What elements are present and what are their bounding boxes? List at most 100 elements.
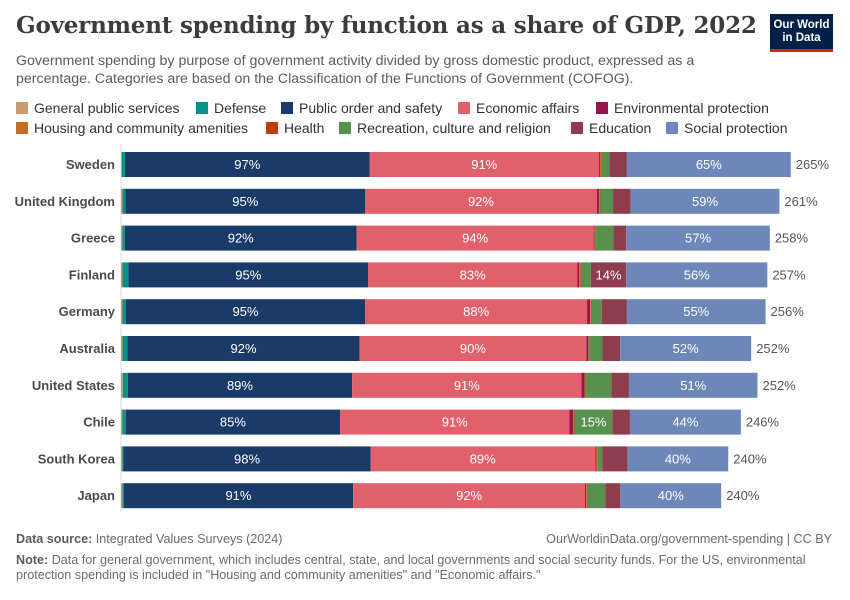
bar-segment-defense-japan[interactable]	[122, 483, 124, 509]
bar-segment-economic-affairs-sweden[interactable]	[369, 152, 599, 177]
bar-segment-education-australia[interactable]	[602, 336, 621, 361]
bar-segment-economic-affairs-chile[interactable]	[340, 409, 570, 435]
bar-segment-health-united-kingdom[interactable]	[599, 188, 601, 214]
bar-segment-housing-and-community-amenities-australia[interactable]	[588, 336, 590, 361]
bar-segment-housing-and-community-amenities-south-korea[interactable]	[595, 446, 597, 472]
bar-segment-general-public-services-germany[interactable]	[121, 299, 123, 325]
source-link[interactable]: Integrated Values Surveys (2024)	[95, 532, 283, 546]
legend-item-defense[interactable]: Defense	[196, 100, 266, 116]
bar-segment-social-protection-south-korea[interactable]	[627, 446, 729, 472]
legend-item-education[interactable]: Education	[571, 120, 651, 136]
bar-segment-environmental-protection-greece[interactable]	[593, 225, 595, 251]
bar-segment-general-public-services-united-kingdom[interactable]	[121, 188, 123, 214]
bar-segment-recreation-culture-and-religion-united-states[interactable]	[586, 372, 612, 398]
bar-segment-environmental-protection-australia[interactable]	[586, 336, 589, 361]
bar-segment-housing-and-community-amenities-united-states[interactable]	[584, 372, 586, 398]
bar-segment-health-australia[interactable]	[589, 336, 590, 361]
bar-segment-environmental-protection-united-states[interactable]	[581, 372, 585, 398]
bar-segment-housing-and-community-amenities-chile[interactable]	[572, 409, 574, 435]
bar-segment-housing-and-community-amenities-united-kingdom[interactable]	[598, 188, 600, 214]
bar-segment-housing-and-community-amenities-japan[interactable]	[586, 483, 587, 509]
legend-item-recreation-culture-and-religion[interactable]: Recreation, culture and religion	[339, 120, 551, 136]
legend-item-health[interactable]: Health	[266, 120, 324, 136]
bar-segment-health-japan[interactable]	[586, 483, 588, 509]
bar-segment-economic-affairs-japan[interactable]	[353, 483, 586, 509]
bar-segment-defense-finland[interactable]	[122, 262, 129, 288]
bar-segment-public-order-and-safety-chile[interactable]	[125, 409, 341, 435]
bar-segment-recreation-culture-and-religion-chile[interactable]	[574, 409, 613, 435]
bar-segment-education-finland[interactable]	[590, 262, 627, 288]
bar-segment-housing-and-community-amenities-sweden[interactable]	[599, 152, 601, 177]
bar-segment-defense-south-korea[interactable]	[122, 446, 124, 472]
bar-segment-general-public-services-sweden[interactable]	[121, 152, 123, 177]
owid-logo[interactable]: Our World in Data	[770, 14, 833, 52]
bar-segment-recreation-culture-and-religion-germany[interactable]	[591, 299, 602, 325]
bar-segment-economic-affairs-south-korea[interactable]	[370, 446, 595, 472]
bar-segment-social-protection-chile[interactable]	[629, 409, 741, 435]
bar-segment-general-public-services-greece[interactable]	[121, 225, 123, 251]
bar-segment-defense-united-states[interactable]	[122, 372, 128, 398]
bar-segment-public-order-and-safety-united-states[interactable]	[127, 372, 353, 398]
bar-segment-general-public-services-japan[interactable]	[121, 483, 123, 509]
bar-segment-recreation-culture-and-religion-united-kingdom[interactable]	[600, 188, 614, 214]
bar-segment-general-public-services-finland[interactable]	[121, 262, 123, 288]
bar-segment-defense-germany[interactable]	[122, 299, 126, 325]
bar-segment-environmental-protection-finland[interactable]	[577, 262, 580, 288]
bar-segment-general-public-services-united-states[interactable]	[121, 372, 123, 398]
bar-segment-economic-affairs-united-kingdom[interactable]	[365, 188, 597, 214]
bar-segment-environmental-protection-south-korea[interactable]	[594, 446, 596, 472]
bar-segment-education-united-states[interactable]	[611, 372, 629, 398]
bar-segment-health-finland[interactable]	[580, 262, 581, 288]
bar-segment-economic-affairs-germany[interactable]	[365, 299, 588, 325]
bar-segment-general-public-services-chile[interactable]	[121, 409, 123, 435]
bar-segment-housing-and-community-amenities-germany[interactable]	[590, 299, 591, 325]
bar-segment-social-protection-sweden[interactable]	[626, 152, 791, 177]
bar-segment-education-united-kingdom[interactable]	[613, 188, 631, 214]
bar-segment-public-order-and-safety-sweden[interactable]	[125, 152, 370, 177]
bar-segment-health-south-korea[interactable]	[596, 446, 598, 472]
bar-segment-defense-australia[interactable]	[122, 336, 128, 361]
legend-item-housing-and-community-amenities[interactable]: Housing and community amenities	[16, 120, 248, 136]
bar-segment-environmental-protection-united-kingdom[interactable]	[596, 188, 599, 214]
legend-item-public-order-and-safety[interactable]: Public order and safety	[281, 100, 442, 116]
bar-segment-recreation-culture-and-religion-sweden[interactable]	[601, 152, 610, 177]
bar-segment-housing-and-community-amenities-greece[interactable]	[594, 225, 596, 251]
bar-segment-social-protection-united-states[interactable]	[628, 372, 758, 398]
bar-segment-environmental-protection-sweden[interactable]	[598, 152, 600, 177]
bar-segment-education-sweden[interactable]	[609, 152, 627, 177]
bar-segment-general-public-services-australia[interactable]	[121, 336, 123, 361]
bar-segment-economic-affairs-australia[interactable]	[359, 336, 587, 361]
bar-segment-public-order-and-safety-greece[interactable]	[124, 225, 357, 251]
bar-segment-education-chile[interactable]	[612, 409, 630, 435]
bar-segment-health-greece[interactable]	[595, 225, 596, 251]
chart-url[interactable]: OurWorldinData.org/government-spending |…	[546, 532, 832, 546]
bar-segment-public-order-and-safety-finland[interactable]	[128, 262, 369, 288]
bar-segment-health-united-states[interactable]	[585, 372, 587, 398]
bar-segment-housing-and-community-amenities-finland[interactable]	[579, 262, 581, 288]
bar-segment-social-protection-australia[interactable]	[620, 336, 752, 361]
bar-segment-recreation-culture-and-religion-australia[interactable]	[589, 336, 603, 361]
bar-segment-social-protection-germany[interactable]	[626, 299, 766, 325]
bar-segment-health-germany[interactable]	[590, 299, 592, 325]
bar-segment-public-order-and-safety-united-kingdom[interactable]	[125, 188, 366, 214]
bar-segment-economic-affairs-finland[interactable]	[368, 262, 578, 288]
bar-segment-education-germany[interactable]	[601, 299, 627, 325]
bar-segment-social-protection-greece[interactable]	[626, 225, 770, 251]
bar-segment-recreation-culture-and-religion-greece[interactable]	[595, 225, 614, 251]
legend-item-environmental-protection[interactable]: Environmental protection	[596, 100, 769, 116]
bar-segment-social-protection-united-kingdom[interactable]	[630, 188, 780, 214]
legend-item-economic-affairs[interactable]: Economic affairs	[458, 100, 579, 116]
bar-segment-defense-united-kingdom[interactable]	[122, 188, 126, 214]
legend-item-general-public-services[interactable]: General public services	[16, 100, 180, 116]
bar-segment-recreation-culture-and-religion-south-korea[interactable]	[597, 446, 603, 472]
bar-segment-recreation-culture-and-religion-finland[interactable]	[580, 262, 591, 288]
bar-segment-environmental-protection-japan[interactable]	[585, 483, 587, 509]
bar-segment-defense-greece[interactable]	[122, 225, 125, 251]
bar-segment-environmental-protection-chile[interactable]	[569, 409, 573, 435]
bar-segment-economic-affairs-greece[interactable]	[356, 225, 594, 251]
bar-segment-health-chile[interactable]	[573, 409, 575, 435]
bar-segment-social-protection-finland[interactable]	[626, 262, 768, 288]
bar-segment-general-public-services-south-korea[interactable]	[121, 446, 123, 472]
bar-segment-recreation-culture-and-religion-japan[interactable]	[587, 483, 606, 509]
bar-segment-public-order-and-safety-australia[interactable]	[127, 336, 360, 361]
